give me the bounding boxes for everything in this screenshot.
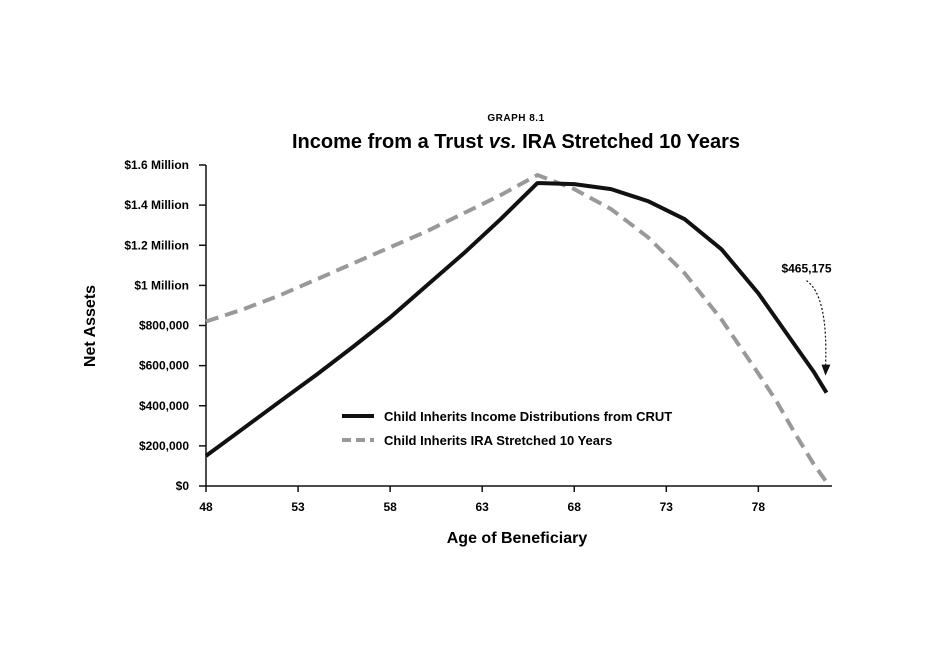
annotation-label: $465,175 — [781, 262, 831, 276]
legend-label-1: Child Inherits Income Distributions from… — [384, 409, 672, 424]
x-tick-label: 73 — [660, 500, 674, 514]
annotations: $465,175 — [781, 262, 832, 376]
legend: Child Inherits Income Distributions from… — [342, 409, 672, 448]
y-axis-title: Net Assets — [82, 285, 99, 367]
chart-title: Income from a Trust vs. IRA Stretched 10… — [292, 131, 740, 153]
series-layer — [204, 173, 829, 484]
axes: $0 $200,000 $400,000 $600,000 $800,000 $1 Mil… — [124, 158, 832, 514]
y-tick-label: $0 — [176, 479, 190, 493]
chart-title-part-1: Income from a Trust — [292, 131, 489, 153]
chart-supertitle: GRAPH 8.1 — [487, 113, 544, 124]
annotation-arrowhead — [821, 364, 831, 376]
y-tick-label: $800,000 — [139, 319, 189, 333]
legend-label-2: Child Inherits IRA Stretched 10 Years — [384, 433, 612, 448]
y-tick-label: $200,000 — [139, 439, 189, 453]
x-tick-label: 53 — [291, 500, 305, 514]
x-tick-label: 78 — [752, 500, 766, 514]
y-tick-label: $1.2 Million — [124, 238, 189, 252]
series-line-1 — [204, 181, 829, 458]
y-tick-label: $400,000 — [139, 399, 189, 413]
x-tick-label: 48 — [199, 500, 213, 514]
x-axis-title: Age of Beneficiary — [447, 530, 588, 547]
x-tick-label: 58 — [383, 500, 397, 514]
x-tick-label: 68 — [568, 500, 582, 514]
chart-title-part-2: IRA Stretched 10 Years — [517, 131, 740, 153]
y-tick-label: $1 Million — [134, 278, 189, 292]
y-tick-label: $600,000 — [139, 359, 189, 373]
annotation-arrow — [806, 280, 827, 368]
x-tick-label: 63 — [475, 500, 489, 514]
y-tick-label: $1.6 Million — [124, 158, 189, 172]
chart-title-part-italic: vs. — [489, 131, 517, 153]
y-tick-label: $1.4 Million — [124, 198, 189, 212]
